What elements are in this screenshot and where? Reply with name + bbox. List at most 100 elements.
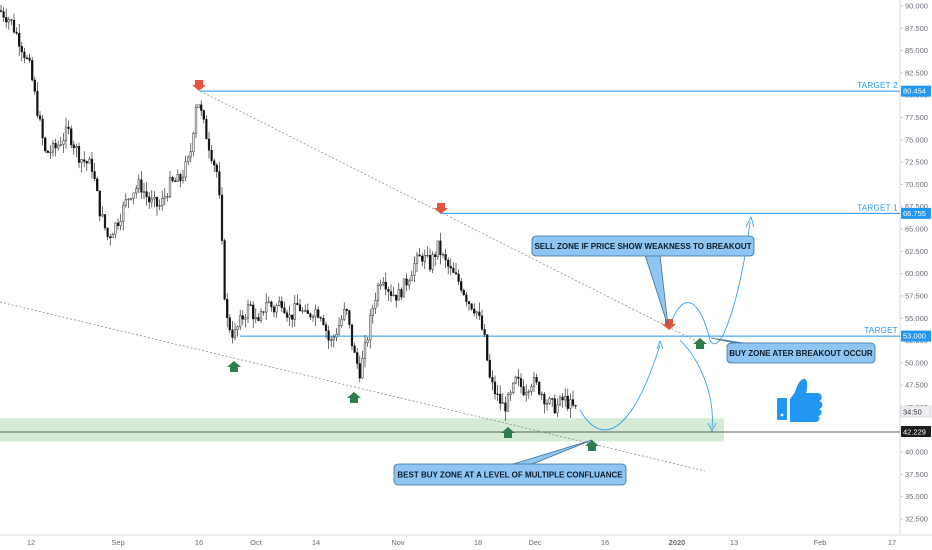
candle-body	[150, 198, 153, 203]
candle-body	[382, 281, 385, 285]
candle-body	[322, 318, 325, 325]
candle-body	[530, 386, 533, 392]
candle-body	[387, 289, 390, 292]
x-tick-label: 12	[27, 538, 35, 547]
candle-body	[501, 402, 504, 404]
candle-body	[262, 311, 265, 313]
projection-up-curve	[579, 344, 661, 431]
callout-body	[393, 463, 627, 486]
y-tick-label: 40.000	[905, 448, 928, 457]
target-label: TARGET	[864, 326, 898, 335]
candle-body	[137, 179, 140, 189]
candle-body	[522, 386, 525, 396]
candle-body	[153, 197, 156, 200]
candle-body	[457, 273, 460, 282]
candle-body	[319, 317, 322, 319]
candle-body	[64, 126, 68, 141]
lower-trendline	[0, 301, 706, 472]
candle-body	[111, 234, 114, 239]
candle-body	[142, 191, 146, 193]
candle-body	[25, 57, 29, 59]
last-price-tag	[900, 405, 932, 418]
candle-body	[402, 278, 406, 298]
candle-body	[371, 308, 374, 317]
candle-body	[374, 300, 377, 309]
x-tick-label: Oct	[250, 538, 263, 547]
callout-pointer	[509, 439, 593, 466]
projection-down-curve	[679, 339, 713, 429]
candle-body	[408, 280, 411, 286]
candle-body	[88, 158, 91, 164]
callout-text: BUY ZONE ATER BREAKOUT OCCUR	[729, 349, 873, 358]
candle-body	[205, 119, 208, 140]
candle-body	[254, 317, 257, 320]
sell-arrow-icon	[662, 319, 676, 330]
y-tick-label: 47.500	[905, 381, 928, 390]
y-tick-label: 60.000	[905, 269, 928, 278]
x-tick-label: 16	[601, 538, 609, 547]
candle-body	[226, 298, 229, 318]
callout-body	[531, 235, 755, 257]
x-tick-label: 2020	[669, 538, 686, 547]
candle-body	[574, 405, 577, 407]
y-tick-label: 70.000	[905, 180, 928, 189]
candle-body	[122, 204, 125, 222]
candle-body	[267, 301, 270, 304]
y-tick-label: 32.500	[905, 515, 928, 524]
candle-body	[488, 359, 491, 378]
candle-body	[23, 51, 26, 59]
candle-body	[376, 285, 380, 301]
candle-body	[236, 326, 239, 330]
candle-body	[148, 196, 151, 203]
buy-zone-band	[0, 418, 724, 442]
x-tick-label: Dec	[528, 538, 542, 547]
y-tick-label: 35.000	[905, 492, 928, 501]
price-tag-value: 80.454	[903, 87, 926, 96]
candle-body	[423, 255, 426, 262]
price-tag	[901, 207, 931, 219]
thumbs-up-hand	[790, 378, 823, 422]
candle-body	[249, 304, 252, 306]
candle-body	[415, 254, 419, 264]
candle-body	[96, 178, 99, 192]
candle-body	[418, 254, 421, 257]
x-tick-label: 14	[312, 538, 320, 547]
callout-pointer	[644, 254, 669, 327]
candle-body	[553, 398, 556, 414]
candle-body	[504, 402, 507, 412]
candle-body	[525, 392, 528, 396]
candle-body	[400, 289, 403, 298]
candle-body	[431, 254, 434, 270]
buy-arrow-icon	[693, 338, 707, 349]
candle-body	[332, 336, 335, 341]
candle-body	[480, 315, 484, 330]
candle-body	[392, 294, 395, 296]
buy-arrow-icon	[227, 361, 241, 372]
candle-body	[306, 310, 309, 314]
candle-body	[350, 324, 354, 347]
candle-body	[218, 171, 221, 196]
candle-body	[317, 309, 320, 318]
candle-body	[275, 305, 278, 313]
candle-body	[213, 160, 216, 166]
y-axis-ticks: 90.00087.50085.00082.50080.00077.50075.0…	[900, 2, 928, 524]
candle-body	[447, 259, 450, 267]
candle-body	[259, 311, 263, 321]
y-tick-label: 50.000	[905, 358, 928, 367]
candle-body	[223, 240, 226, 300]
candle-body	[296, 302, 299, 306]
candle-body	[304, 310, 307, 312]
candle-body	[187, 156, 190, 162]
candle-body	[220, 194, 224, 241]
buy-arrow-icon	[347, 392, 361, 403]
candle-body	[460, 281, 463, 291]
price-tag	[901, 330, 931, 342]
price-tag-value: 53.000	[903, 332, 926, 341]
candle-body	[343, 309, 346, 320]
candle-body	[189, 151, 192, 158]
candle-body	[506, 394, 510, 412]
candle-body	[18, 33, 21, 47]
candle-body	[257, 317, 260, 321]
x-tick-label: 18	[474, 538, 482, 547]
